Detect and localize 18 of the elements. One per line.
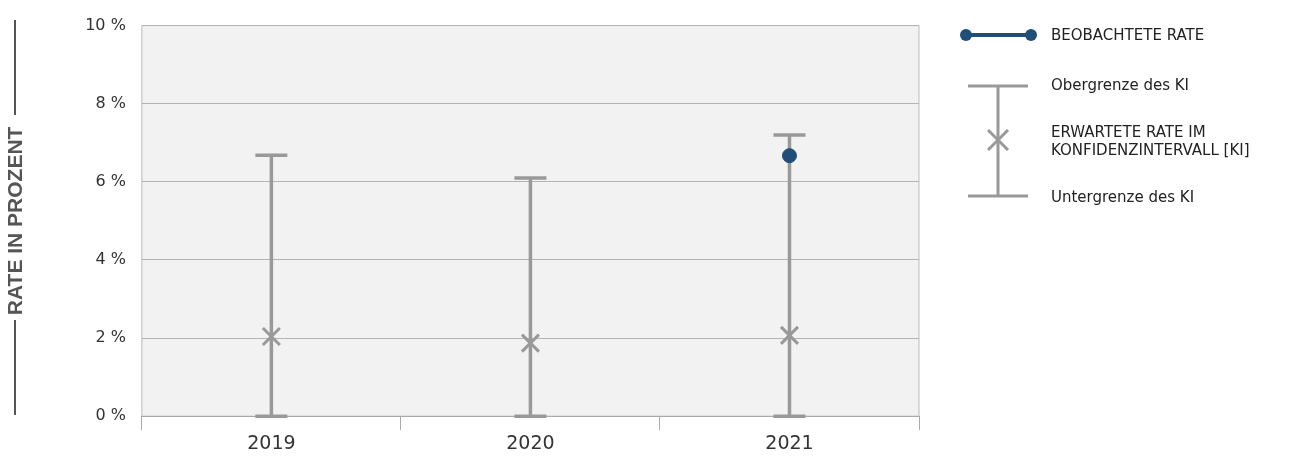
text: Untergrenze des KI <box>1051 188 1196 206</box>
y-tick-label: 4 % <box>95 249 126 269</box>
point <box>781 148 797 164</box>
point <box>261 326 282 347</box>
x-tick-label: 2019 <box>247 430 296 453</box>
legend-label: BEOBACHTETE RATE <box>1051 26 1205 44</box>
x-tick-label: 2021 <box>765 430 814 453</box>
x-tick-label: 2020 <box>506 430 555 453</box>
y-axis-title: RATE IN PROZENT <box>3 126 27 316</box>
text: Obergrenze des KI <box>1051 76 1191 94</box>
y-tick-label: 2 % <box>95 327 126 347</box>
point <box>779 325 800 346</box>
y-tick-label: 0 % <box>95 405 126 425</box>
y-tick-label: 10 % <box>85 14 126 34</box>
point <box>520 333 541 354</box>
y-tick-label: 8 % <box>95 92 126 112</box>
y-tick-label: 6 % <box>95 171 126 190</box>
text: ERWARTETE RATE IM KONFIDENZINTERVALL [KI] <box>1051 123 1251 159</box>
